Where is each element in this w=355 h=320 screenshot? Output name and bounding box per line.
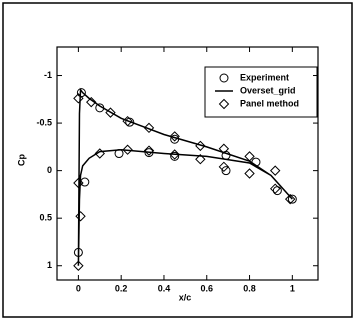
outer-frame: [2, 2, 353, 318]
point: [195, 154, 206, 165]
point: [169, 131, 180, 142]
legend-marker: [219, 73, 229, 83]
point: [284, 193, 296, 205]
plot-frame: [56, 46, 319, 281]
x-tick-label: 0.2: [115, 283, 128, 293]
legend-marker: [218, 98, 230, 110]
legend-label: Experiment: [240, 72, 289, 82]
x-axis-label: x/c: [179, 292, 192, 302]
point: [105, 107, 116, 118]
point: [244, 168, 255, 179]
y-tick-label: -1: [44, 70, 52, 80]
point: [73, 260, 84, 271]
x-tick-label: 0: [76, 283, 81, 293]
x-tick-label: 1: [290, 283, 295, 293]
y-axis-label: Cp: [16, 154, 26, 166]
point: [169, 149, 180, 160]
point: [244, 151, 255, 162]
point: [122, 115, 133, 127]
x-tick-label: 0.4: [158, 283, 171, 293]
point: [270, 165, 281, 176]
point: [73, 177, 84, 189]
point: [218, 161, 230, 173]
point: [86, 96, 97, 108]
point: [122, 144, 133, 155]
point: [143, 122, 155, 134]
point: [143, 145, 155, 156]
point: [270, 183, 281, 194]
point: [75, 211, 86, 222]
legend-label: Panel method: [240, 98, 299, 108]
x-tick-label: 0.8: [243, 283, 256, 293]
point: [195, 140, 206, 152]
y-tick-label: 0.5: [39, 213, 52, 223]
legend-label: Overset_grid: [240, 85, 296, 95]
point: [94, 148, 105, 159]
point: [287, 194, 297, 204]
point: [218, 143, 230, 154]
y-tick-label: -0.5: [36, 117, 52, 127]
point: [221, 166, 231, 176]
point: [73, 93, 84, 104]
y-tick-label: 0: [47, 165, 52, 175]
x-tick-label: 0.6: [200, 283, 213, 293]
y-tick-label: 1: [47, 260, 52, 270]
point: [170, 151, 180, 161]
